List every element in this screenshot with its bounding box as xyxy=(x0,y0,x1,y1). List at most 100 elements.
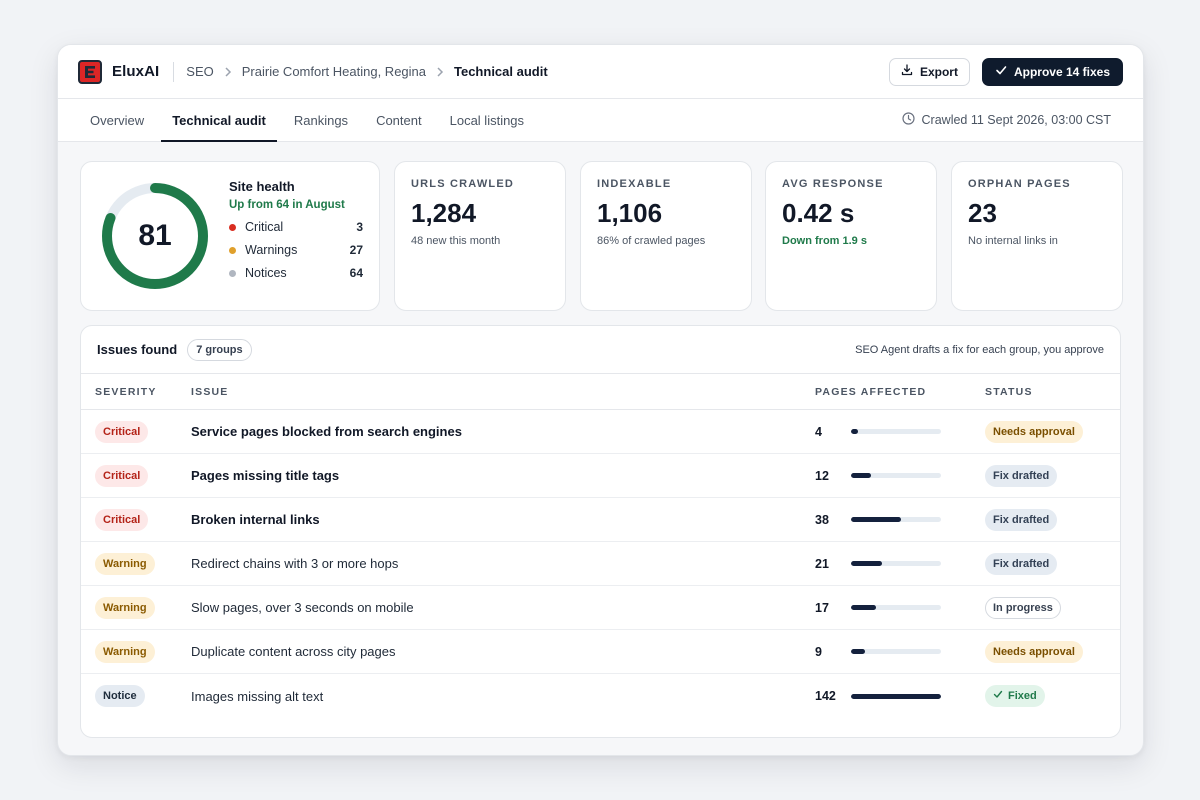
approve-label: Approve 14 fixes xyxy=(1013,64,1110,79)
stat-value: 23 xyxy=(968,198,997,228)
issue-name[interactable]: Duplicate content across city pages xyxy=(191,644,396,659)
table-row[interactable]: Warning Duplicate content across city pag… xyxy=(81,630,1120,674)
severity-badge: Warning xyxy=(95,596,155,619)
pages-count: 4 xyxy=(815,424,822,439)
table-row[interactable]: Critical Broken internal links 38 Fix draft… xyxy=(81,498,1120,542)
table-row[interactable]: Critical Pages missing title tags 12 Fix dr… xyxy=(81,454,1120,498)
breadcrumb-client[interactable]: Prairie Comfort Heating, Regina xyxy=(241,64,426,79)
stat-sub: No internal links in xyxy=(968,235,1058,247)
pages-affected-cell: 38 xyxy=(815,513,985,527)
export-label: Export xyxy=(919,64,958,79)
status-label: In progress xyxy=(993,601,1053,614)
chevron-right-icon xyxy=(436,66,444,77)
stats-row: 81 Site health Up from 64 in August Crit… xyxy=(80,161,1123,311)
stat-value: 0.42 s xyxy=(782,198,855,228)
breadcrumb-seo[interactable]: SEO xyxy=(186,64,214,79)
status-badge[interactable]: Fix drafted xyxy=(985,552,1058,575)
pages-bar xyxy=(851,605,941,610)
table-row[interactable]: Warning Slow pages, over 3 seconds on mob… xyxy=(81,586,1120,630)
tab-bar: Overview Technical audit Rankings Conten… xyxy=(58,99,1143,142)
severity-badge: Critical xyxy=(95,420,149,443)
issue-name[interactable]: Pages missing title tags xyxy=(191,468,340,483)
crawl-timestamp: Crawled 11 Sept 2026, 03:00 CST xyxy=(901,99,1123,141)
check-icon xyxy=(993,689,1003,703)
severity-badge: Notice xyxy=(95,685,145,707)
tab-local-listings[interactable]: Local listings xyxy=(449,112,525,128)
status-cell: Fix drafted xyxy=(985,464,1120,487)
stat-label: INDEXABLE xyxy=(597,178,672,190)
severity-badge: Critical xyxy=(95,464,149,487)
issue-name[interactable]: Images missing alt text xyxy=(191,688,324,704)
export-button[interactable]: Export xyxy=(888,57,970,86)
column-severity[interactable]: SEVERITY xyxy=(95,385,157,398)
pages-affected-cell: 12 xyxy=(815,469,985,483)
pages-count: 12 xyxy=(815,468,829,483)
status-badge[interactable]: Needs approval xyxy=(985,420,1083,443)
pages-bar-fill xyxy=(851,473,871,478)
status-cell: Fixed xyxy=(985,685,1120,707)
health-title: Site health xyxy=(229,179,295,194)
download-icon xyxy=(901,64,913,79)
status-cell: In progress xyxy=(985,596,1120,619)
pages-bar xyxy=(851,693,941,699)
table-row[interactable]: Notice Images missing alt text 142 Fixed xyxy=(81,674,1120,718)
column-status[interactable]: STATUS xyxy=(985,385,1033,398)
issues-note: SEO Agent drafts a fix for each group, y… xyxy=(855,343,1104,356)
pages-affected-cell: 17 xyxy=(815,601,985,615)
status-label: Needs approval xyxy=(993,645,1075,658)
issues-header: Issues found 7 groups SEO Agent drafts a… xyxy=(81,326,1120,374)
status-label: Fix drafted xyxy=(993,469,1050,482)
status-cell: Fix drafted xyxy=(985,552,1120,575)
pages-bar xyxy=(851,429,941,434)
notices-summary: Notices 64 xyxy=(229,266,363,280)
issue-name[interactable]: Redirect chains with 3 or more hops xyxy=(191,556,399,571)
status-label: Fix drafted xyxy=(993,513,1050,526)
issue-name[interactable]: Slow pages, over 3 seconds on mobile xyxy=(191,600,414,615)
pages-affected-cell: 4 xyxy=(815,425,985,439)
approve-fixes-button[interactable]: Approve 14 fixes xyxy=(981,57,1123,86)
stat-label: URLS CRAWLED xyxy=(411,178,515,190)
severity-badge: Critical xyxy=(95,508,149,531)
notices-label: Notices xyxy=(245,266,287,280)
groups-count-badge: 7 groups xyxy=(187,338,252,361)
tab-technical-audit[interactable]: Technical audit xyxy=(161,99,277,142)
stat-label: AVG RESPONSE xyxy=(782,178,884,190)
stat-sub: 86% of crawled pages xyxy=(597,235,706,247)
top-bar: EluxAI SEO Prairie Comfort Heating, Regi… xyxy=(58,45,1143,99)
pages-bar-fill xyxy=(851,693,941,699)
tab-content[interactable]: Content xyxy=(376,112,422,128)
column-pages[interactable]: PAGES AFFECTED xyxy=(815,385,927,398)
status-cell: Fix drafted xyxy=(985,508,1120,531)
stat-value: 1,106 xyxy=(597,198,663,228)
status-badge[interactable]: In progress xyxy=(985,596,1061,619)
table-row[interactable]: Critical Service pages blocked from searc… xyxy=(81,410,1120,454)
status-badge[interactable]: Fixed xyxy=(985,685,1045,707)
status-cell: Needs approval xyxy=(985,640,1120,663)
pages-bar-fill xyxy=(851,649,865,654)
brand-name: EluxAI xyxy=(112,63,160,80)
pages-bar-fill xyxy=(851,429,859,434)
pages-bar xyxy=(851,561,941,566)
status-badge[interactable]: Fix drafted xyxy=(985,464,1058,487)
stat-label: ORPHAN PAGES xyxy=(968,178,1071,190)
status-label: Fix drafted xyxy=(993,557,1050,570)
health-score: 81 xyxy=(138,219,172,252)
table-row[interactable]: Warning Redirect chains with 3 or more ho… xyxy=(81,542,1120,586)
issue-name[interactable]: Broken internal links xyxy=(191,512,320,527)
tab-rankings[interactable]: Rankings xyxy=(293,112,349,128)
health-score-ring xyxy=(102,183,208,289)
tab-overview[interactable]: Overview xyxy=(90,112,145,128)
breadcrumb-current: Technical audit xyxy=(454,64,548,79)
health-info: Site health Up from 64 in August Critica… xyxy=(229,179,363,280)
critical-dot xyxy=(229,223,236,231)
issue-name[interactable]: Service pages blocked from search engine… xyxy=(191,424,462,439)
notice-dot xyxy=(229,269,236,277)
stat-value: 1,284 xyxy=(411,198,477,228)
warning-dot xyxy=(229,246,236,254)
status-badge[interactable]: Fix drafted xyxy=(985,508,1058,531)
orphan-pages-card: ORPHAN PAGES 23 No internal links in xyxy=(951,161,1123,311)
pages-count: 17 xyxy=(815,600,829,615)
pages-count: 142 xyxy=(815,689,836,703)
column-issue[interactable]: ISSUE xyxy=(191,385,229,398)
status-badge[interactable]: Needs approval xyxy=(985,640,1083,663)
